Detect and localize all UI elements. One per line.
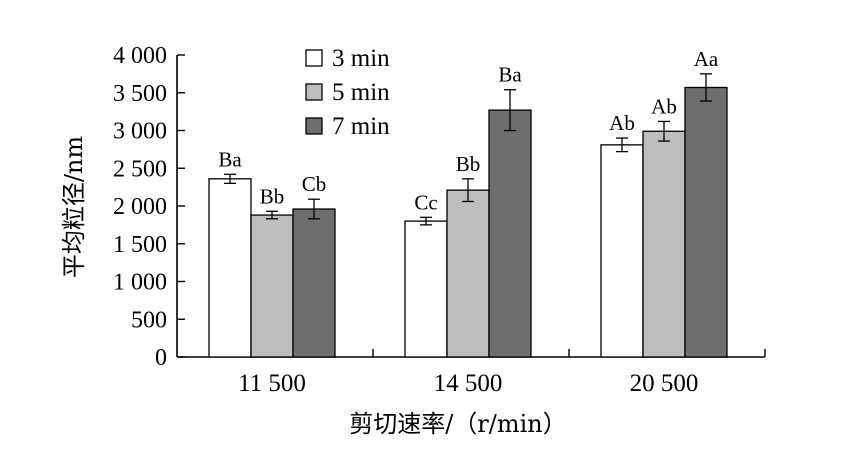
x-tick-label: 14 500 [434,370,503,397]
y-axis: 0 500 1 000 1 500 2 000 2 500 3 000 3 500 4 000 [113,43,185,371]
significance-label: Ab [609,111,635,135]
significance-label: Aa [694,47,719,71]
x-axis-title: 剪切速率/（r/min） [349,410,567,438]
y-tick-label: 3 500 [113,81,167,107]
significance-label: Bb [260,184,285,208]
bars: Ba Bb Cb Cc Bb Ba Ab Ab Aa [208,47,728,358]
bar [446,189,490,358]
significance-label: Cc [414,190,437,214]
significance-label: Cb [302,172,327,196]
legend: 3 min 5 min 7 min [305,45,390,140]
significance-label: Ba [498,63,522,87]
y-axis-title: 平均粒径/nm [60,136,88,279]
y-tick-label: 1 000 [113,270,167,296]
y-tick-label: 4 000 [113,43,167,69]
legend-swatch [305,83,323,101]
y-tick-label: 2 500 [113,156,167,182]
y-tick-label: 3 000 [113,119,167,145]
bar [642,130,686,358]
legend-label: 7 min [332,113,390,140]
y-tick-label: 500 [131,307,167,333]
legend-swatch [305,117,323,135]
bar [292,208,336,358]
x-tick-label: 20 500 [630,370,699,397]
y-tick-label: 1 500 [113,232,167,258]
y-tick-label: 2 000 [113,194,167,220]
legend-label: 5 min [332,79,390,106]
legend-swatch [305,49,323,67]
significance-label: Ba [218,147,242,171]
bar [488,109,532,358]
significance-label: Ab [651,94,677,118]
x-tick-label: 11 500 [238,370,306,397]
y-tick-label: 0 [155,345,167,371]
bar [208,178,252,358]
legend-label: 3 min [332,45,390,72]
bar [600,144,644,358]
bar [684,86,728,358]
bar [404,220,448,358]
significance-label: Bb [456,152,481,176]
bar [250,214,294,358]
